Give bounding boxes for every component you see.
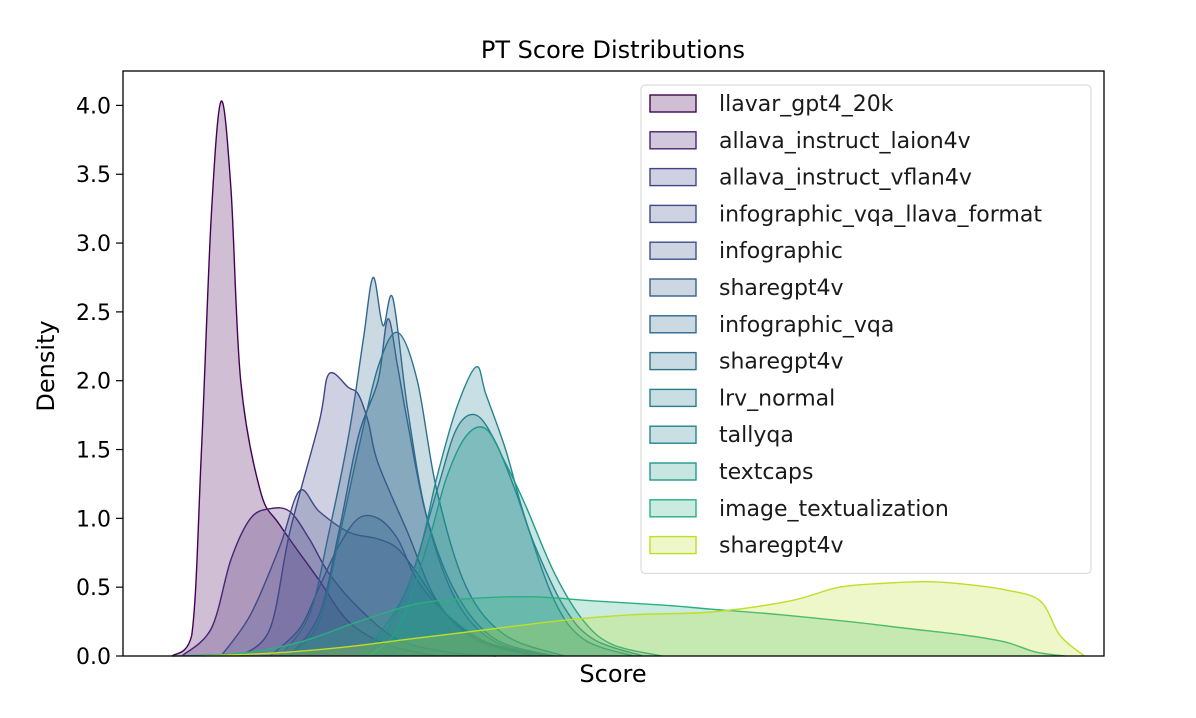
legend-label: infographic_vqa	[719, 313, 894, 338]
legend-label: sharegpt4v	[719, 534, 844, 559]
y-tick-label: 1.5	[76, 439, 111, 464]
density-area-6	[289, 318, 555, 656]
legend-label: allava_instruct_vflan4v	[719, 166, 972, 191]
density-area-4	[221, 489, 545, 656]
density-line-1	[171, 100, 438, 657]
legend-label: lrv_normal	[719, 386, 835, 411]
density-line-7	[279, 276, 555, 657]
legend-swatch	[649, 167, 697, 187]
density-area-13	[201, 581, 1085, 656]
legend-swatch	[649, 351, 697, 371]
legend-swatch	[649, 499, 697, 518]
density-line-13	[201, 580, 1085, 657]
y-tick-label: 3.0	[76, 232, 111, 257]
legend-swatch	[649, 462, 697, 481]
density-line-10	[357, 366, 634, 657]
y-tick-label: 2.5	[76, 301, 111, 326]
density-area-11	[368, 426, 663, 656]
legend-label: infographic_vqa_llava_format	[719, 202, 1042, 227]
legend-swatch	[649, 94, 697, 113]
legend-swatch	[649, 278, 697, 297]
legend-swatch	[649, 425, 697, 444]
legend-swatch	[649, 315, 697, 334]
legend-swatch	[649, 204, 697, 224]
density-line-11	[367, 426, 663, 657]
y-tick-label: 0.0	[76, 645, 111, 670]
legend-label: textcaps	[719, 460, 813, 485]
legend-label: infographic	[719, 239, 843, 264]
x-axis-title: Score	[579, 660, 646, 688]
legend: llavar_gpt4_20k allava_instruct_laion4val…	[640, 84, 1092, 574]
legend-swatch	[649, 241, 697, 260]
density-area-7	[280, 277, 555, 656]
legend-label: allava_instruct_laion4v	[719, 129, 971, 154]
y-tick-label: 2.0	[76, 370, 111, 395]
density-area-9	[358, 414, 643, 656]
density-area-2	[181, 507, 496, 656]
density-area-8	[289, 332, 565, 656]
density-line-6	[289, 318, 555, 657]
density-area-10	[358, 366, 634, 656]
y-tick-label: 3.5	[76, 163, 111, 188]
legend-label: sharegpt4v	[719, 350, 844, 375]
y-axis-title: Density	[32, 320, 60, 411]
chart-title: PT Score Distributions	[481, 36, 745, 64]
legend-label: llavar_gpt4_20k	[719, 92, 894, 117]
density-line-3	[240, 371, 536, 657]
legend-swatch	[649, 388, 697, 408]
density-area-1	[172, 100, 437, 656]
legend-swatch	[649, 131, 697, 150]
density-line-8	[289, 331, 565, 657]
density-line-12	[172, 595, 1065, 657]
legend-label: sharegpt4v	[719, 276, 844, 301]
y-tick-label: 0.5	[76, 576, 111, 601]
legend-label: tallyqa	[719, 423, 794, 448]
legend-swatch	[649, 535, 697, 555]
y-tick-label: 4.0	[76, 94, 111, 119]
density-area-3	[240, 372, 535, 656]
plot-frame	[122, 70, 1105, 657]
density-areas	[171, 100, 1085, 657]
legend-label: image_textualization	[719, 497, 949, 522]
legend-box	[640, 84, 1092, 574]
y-axis: 0.0 0.5 1.0 1.5 2.0 2.5 3.0 3.5 4.0	[76, 94, 123, 670]
y-tick-label: 1.0	[76, 507, 111, 532]
